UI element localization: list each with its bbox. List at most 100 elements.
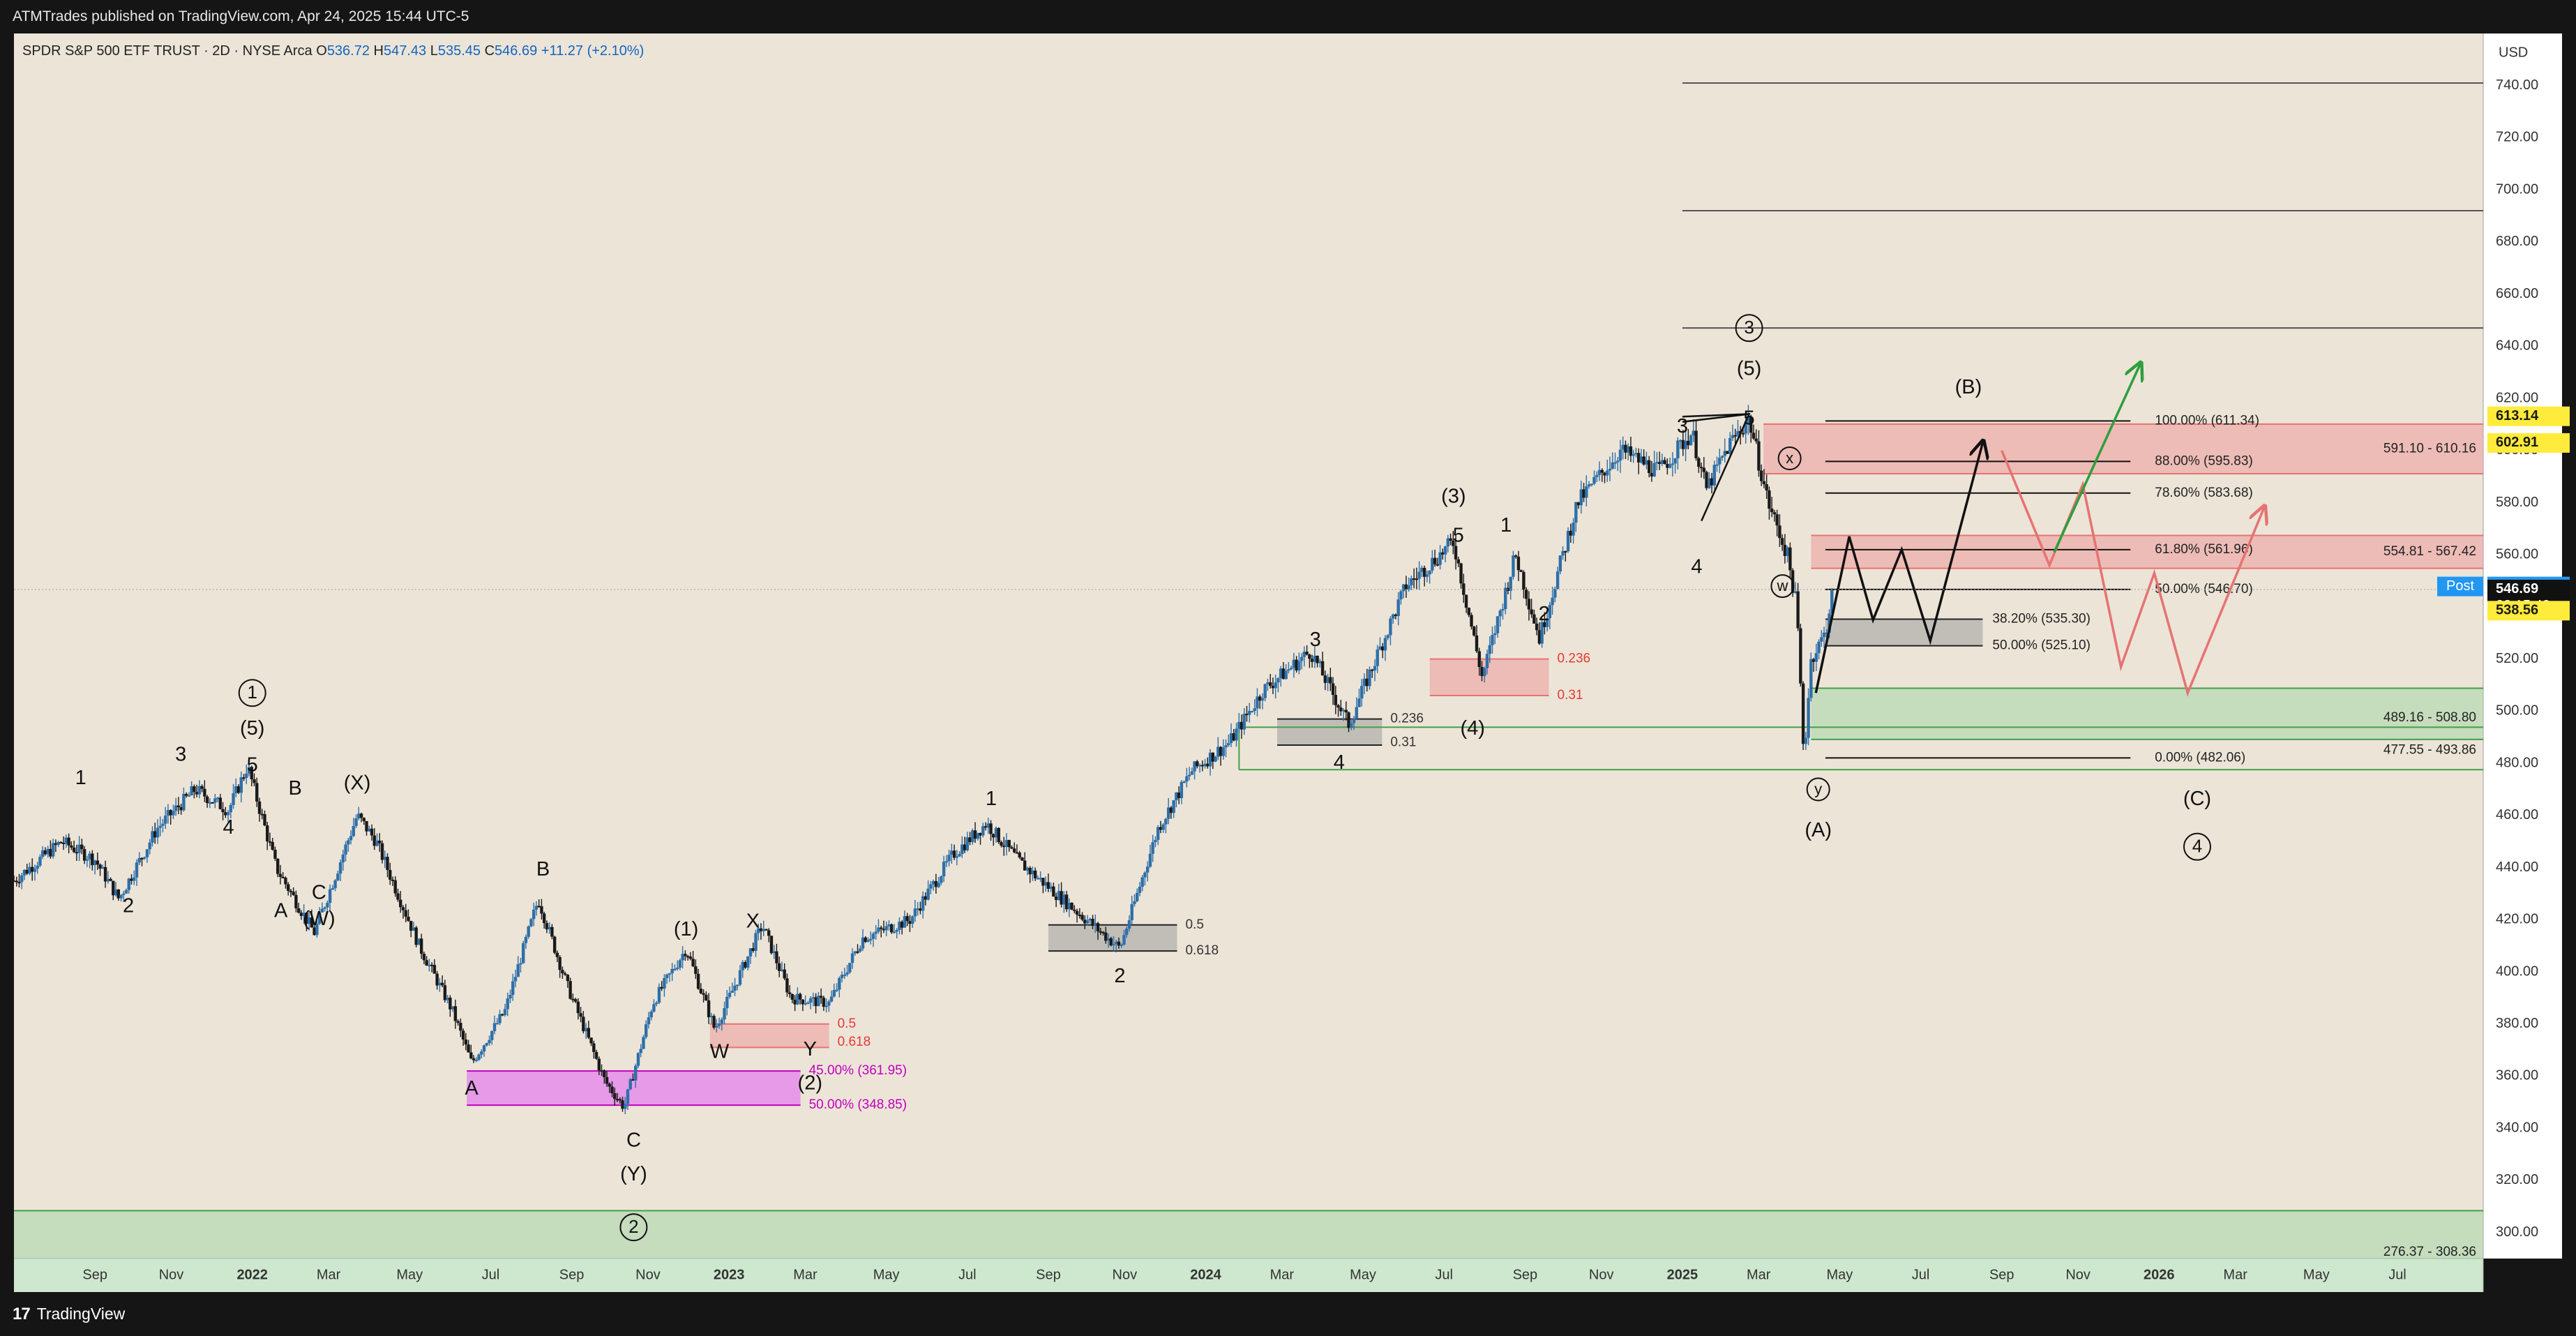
projection-path-2 bbox=[2053, 364, 2140, 553]
candle-body bbox=[1164, 818, 1168, 825]
candle-body bbox=[1020, 857, 1024, 861]
wave-label: 3 bbox=[1744, 317, 1754, 338]
candle-body bbox=[1044, 882, 1048, 886]
candle-body bbox=[950, 850, 954, 855]
candle-body bbox=[1812, 659, 1816, 662]
candle-body bbox=[169, 810, 172, 816]
candle-body bbox=[1067, 902, 1071, 910]
candle-body bbox=[145, 849, 149, 857]
candle-body bbox=[498, 1014, 502, 1023]
candle-body bbox=[1759, 470, 1763, 481]
candle-body bbox=[294, 894, 298, 908]
candle-body bbox=[1464, 594, 1468, 608]
price-tag-flag bbox=[2437, 576, 2483, 596]
symbol-header-part: H bbox=[374, 43, 384, 59]
candle-body bbox=[767, 930, 771, 936]
candle-body bbox=[1297, 661, 1301, 671]
candle-body bbox=[534, 906, 538, 910]
candle-body bbox=[226, 812, 230, 816]
candle-body bbox=[579, 1013, 582, 1017]
candle-body bbox=[1545, 618, 1549, 627]
candle-body bbox=[1828, 613, 1831, 633]
x-tick-label: 2022 bbox=[236, 1267, 268, 1282]
candle-body bbox=[1548, 605, 1552, 619]
candle-body bbox=[1689, 435, 1693, 446]
candle-body bbox=[59, 841, 63, 843]
candle-body bbox=[1629, 446, 1633, 456]
candle-body bbox=[372, 835, 376, 846]
candle-body bbox=[1376, 649, 1379, 666]
candle-body bbox=[1765, 484, 1768, 490]
candle-body bbox=[1535, 623, 1539, 631]
wave-label-circle bbox=[1777, 446, 1802, 470]
x-tick-label: Mar bbox=[2223, 1267, 2247, 1282]
candle-body bbox=[1326, 677, 1330, 683]
y-tick-label: 460.00 bbox=[2496, 807, 2538, 823]
candle-body bbox=[587, 1028, 591, 1038]
candle-body bbox=[608, 1083, 611, 1087]
candle-body bbox=[112, 880, 115, 896]
candle-body bbox=[1401, 584, 1406, 592]
candle-body bbox=[582, 1016, 585, 1032]
candle-body bbox=[1253, 708, 1256, 711]
candle-body bbox=[545, 923, 549, 930]
candle-body bbox=[232, 793, 235, 805]
candle-body bbox=[838, 977, 841, 990]
candle-body bbox=[1088, 918, 1092, 921]
candle-body bbox=[1101, 931, 1105, 933]
candle-body bbox=[555, 952, 559, 957]
candle-body bbox=[597, 1058, 601, 1071]
candle-body bbox=[566, 975, 570, 982]
candle-body bbox=[239, 777, 243, 793]
candle-body bbox=[1258, 696, 1262, 701]
candle-body bbox=[798, 993, 802, 1000]
projection-path-0 bbox=[1814, 443, 1982, 693]
candle-body bbox=[548, 926, 551, 930]
candle-body bbox=[913, 908, 917, 917]
candle-body bbox=[963, 844, 967, 850]
candle-body bbox=[1556, 571, 1560, 590]
x-tick-label: Nov bbox=[2065, 1267, 2091, 1282]
candle-body bbox=[780, 969, 784, 971]
zone-range-label: 591.10 - 610.16 bbox=[2383, 441, 2476, 456]
candle-body bbox=[182, 793, 186, 811]
candle-body bbox=[1028, 867, 1032, 875]
candle-body bbox=[613, 1093, 617, 1099]
price-tag-flag-label: Post bbox=[2446, 578, 2474, 594]
price-chart[interactable]: 276.37 - 308.36 489.16 - 508.80 554.81 - 5… bbox=[0, 33, 2576, 1292]
candle-body bbox=[908, 921, 912, 924]
symbol-header-part: 535.45 bbox=[438, 43, 485, 59]
candle-body bbox=[1391, 614, 1395, 619]
candle-body bbox=[440, 982, 444, 986]
candle-body bbox=[1334, 695, 1337, 705]
candle-body bbox=[744, 962, 747, 968]
wave-label: (C) bbox=[2183, 788, 2211, 810]
candle-body bbox=[663, 977, 666, 989]
candle-body bbox=[1404, 584, 1408, 590]
zone-grey-4 bbox=[1277, 719, 1383, 745]
candle-body bbox=[1070, 902, 1074, 910]
candle-body bbox=[375, 840, 379, 846]
candle-body bbox=[660, 986, 663, 989]
candle-body bbox=[822, 998, 826, 1007]
candle-body bbox=[380, 843, 384, 860]
candle-body bbox=[958, 854, 961, 857]
candle-body bbox=[1475, 635, 1479, 652]
candle-body bbox=[124, 890, 128, 894]
candle-body bbox=[723, 1008, 726, 1020]
candle-body bbox=[1250, 710, 1254, 712]
candle-body bbox=[1493, 633, 1497, 636]
candle-body bbox=[1501, 609, 1505, 611]
candle-body bbox=[133, 877, 136, 881]
candle-body bbox=[764, 929, 768, 931]
candle-body bbox=[532, 909, 536, 920]
candle-body bbox=[1151, 842, 1154, 854]
zone-red-8 bbox=[1763, 423, 2483, 474]
candle-body bbox=[1237, 721, 1241, 729]
candle-body bbox=[1551, 597, 1554, 606]
y-tick-label: 700.00 bbox=[2496, 181, 2538, 197]
wave-label: (4) bbox=[1460, 717, 1484, 740]
candle-body bbox=[1140, 877, 1144, 887]
y-tick-label: 480.00 bbox=[2496, 755, 2538, 770]
candle-body bbox=[1582, 489, 1585, 498]
